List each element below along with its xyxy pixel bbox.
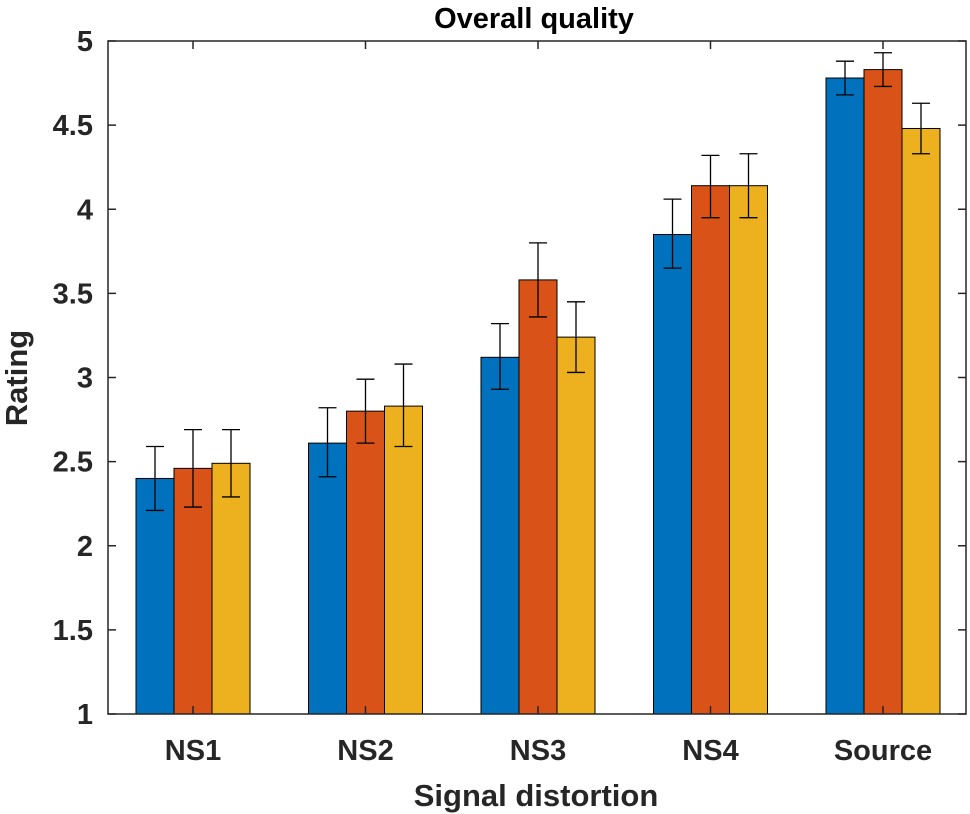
bar-ns4-series-2 [691, 185, 730, 715]
x-tick-label: Source [834, 735, 932, 767]
y-tick-label: 3 [77, 363, 93, 395]
bar-ns2-series-3 [384, 405, 423, 715]
error-bar-ns2-series-2 [356, 378, 375, 444]
y-axis: 1 1.5 2 2.5 3 3.5 4 4.5 5 [53, 26, 966, 731]
chart-title: Overall quality [434, 3, 634, 35]
y-tick-label: 5 [77, 26, 93, 58]
bars [135, 69, 941, 715]
bar-ns1-series-1 [135, 477, 175, 715]
error-bar-source-series-2 [874, 52, 892, 88]
x-tick-label: NS4 [682, 735, 738, 767]
bar-ns4-series-1 [653, 233, 692, 715]
y-tick-label: 1.5 [53, 615, 93, 647]
x-tick-label: NS2 [337, 735, 393, 767]
x-axis-label: Signal distortion [414, 778, 659, 813]
error-bar-ns4-series-1 [663, 198, 682, 269]
error-bar-ns2-series-3 [394, 363, 413, 448]
y-tick-label: 4.5 [53, 110, 93, 142]
y-tick-label: 2.5 [53, 447, 93, 479]
error-bar-ns1-series-3 [222, 429, 240, 498]
bar-source-series-3 [901, 127, 941, 715]
y-tick-label: 1 [77, 699, 93, 731]
bar-ns1-series-3 [211, 462, 251, 715]
y-tick-label: 3.5 [53, 278, 93, 310]
bar-ns4-series-3 [729, 185, 768, 715]
error-bar-ns4-series-2 [701, 154, 720, 219]
error-bar-ns2-series-1 [318, 407, 337, 478]
error-bar-ns1-series-2 [184, 429, 202, 508]
x-tick-label: NS3 [510, 735, 566, 767]
error-bar-ns4-series-3 [739, 153, 758, 219]
error-bar-source-series-3 [912, 102, 930, 155]
y-axis-label: Rating [0, 330, 34, 426]
error-bar-ns3-series-3 [567, 301, 585, 374]
error-bar-ns1-series-1 [146, 445, 164, 512]
bar-source-series-2 [863, 69, 903, 715]
x-axis: NS1 NS2 NS3 NS4 Source [165, 41, 932, 767]
bar-ns2-series-1 [308, 442, 347, 715]
y-tick-label: 4 [77, 194, 93, 226]
error-bar-ns3-series-1 [491, 323, 509, 390]
error-bar-ns3-series-2 [529, 242, 547, 318]
bar-source-series-1 [825, 77, 865, 715]
x-tick-label: NS1 [165, 735, 221, 767]
error-bars [146, 52, 930, 512]
bar-ns2-series-2 [346, 410, 385, 715]
error-bar-source-series-1 [836, 60, 854, 96]
bar-ns3-series-2 [518, 279, 558, 715]
y-tick-label: 2 [77, 531, 93, 563]
bar-ns3-series-3 [556, 336, 596, 715]
bar-ns3-series-1 [480, 356, 520, 715]
